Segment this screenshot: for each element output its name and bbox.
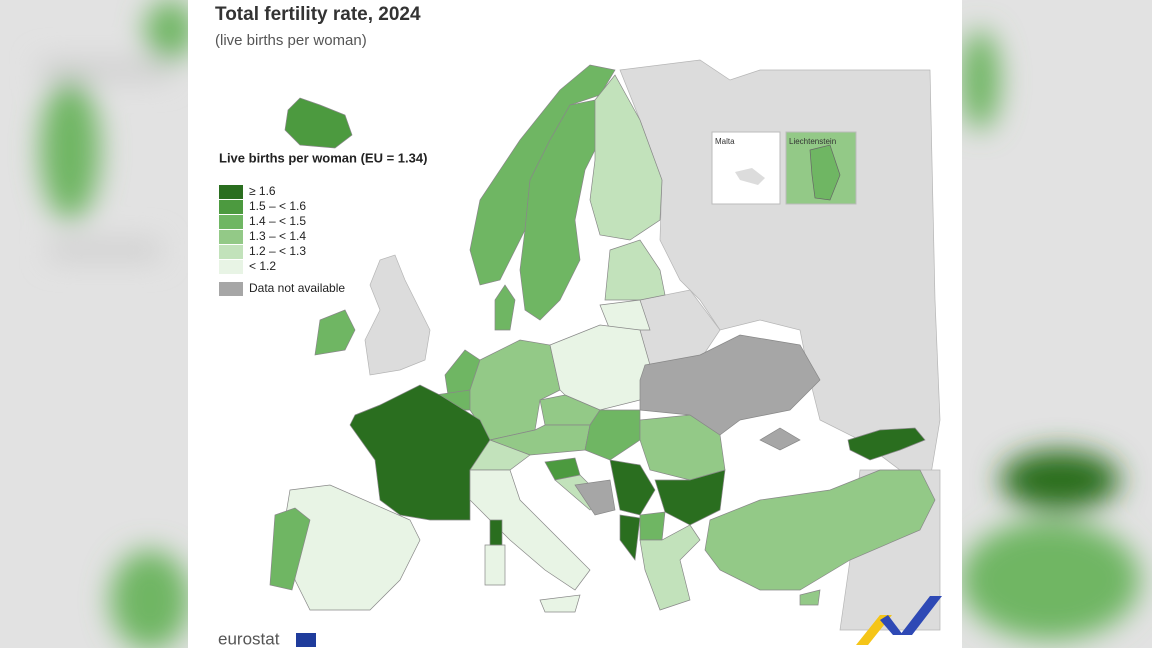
inset-liechtenstein: Liechtenstein bbox=[785, 131, 857, 205]
country bbox=[639, 524, 701, 611]
country bbox=[654, 469, 726, 526]
inset-label: Liechtenstein bbox=[789, 137, 836, 146]
legend-swatch bbox=[219, 230, 243, 244]
country bbox=[469, 469, 591, 591]
legend-swatch bbox=[219, 185, 243, 199]
country bbox=[599, 299, 651, 331]
legend-swatch bbox=[219, 215, 243, 229]
country bbox=[519, 99, 601, 321]
country bbox=[269, 507, 311, 591]
map bbox=[269, 59, 941, 631]
country bbox=[469, 64, 616, 286]
country bbox=[314, 309, 356, 356]
footer-logo: eurostat bbox=[218, 596, 942, 648]
legend-label: 1.5 – < 1.6 bbox=[249, 199, 306, 213]
country bbox=[469, 339, 561, 441]
legend-label: 1.3 – < 1.4 bbox=[249, 229, 306, 243]
country bbox=[639, 334, 821, 436]
country bbox=[284, 97, 353, 149]
legend-label: Data not available bbox=[249, 281, 345, 295]
legend-swatch bbox=[219, 245, 243, 259]
country bbox=[539, 594, 581, 613]
country bbox=[609, 459, 656, 516]
legend-label: 1.4 – < 1.5 bbox=[249, 214, 306, 228]
inset-label: Malta bbox=[715, 137, 735, 146]
legend-swatch bbox=[219, 282, 243, 296]
country bbox=[589, 74, 663, 241]
country bbox=[574, 479, 616, 516]
country bbox=[704, 469, 936, 591]
country bbox=[847, 427, 926, 461]
subtitle: (live births per woman) bbox=[215, 32, 367, 49]
legend-title: Live births per woman (EU = 1.34) bbox=[219, 150, 427, 165]
country bbox=[759, 427, 801, 451]
title: Total fertility rate, 2024 bbox=[215, 4, 421, 25]
legend-label: 1.2 – < 1.3 bbox=[249, 244, 306, 258]
country bbox=[494, 284, 516, 331]
country bbox=[799, 589, 821, 606]
blurred-backdrop bbox=[40, 0, 1140, 648]
legend-swatch bbox=[219, 260, 243, 274]
legend-label: ≥ 1.6 bbox=[249, 184, 276, 198]
logo-text: eurostat bbox=[218, 629, 280, 648]
country bbox=[484, 544, 506, 586]
country bbox=[639, 511, 666, 541]
country bbox=[489, 519, 503, 546]
country bbox=[604, 239, 666, 301]
legend-swatch bbox=[219, 200, 243, 214]
legend-label: < 1.2 bbox=[249, 259, 276, 273]
legend: ≥ 1.61.5 – < 1.61.4 – < 1.51.3 – < 1.41.… bbox=[219, 184, 345, 296]
country bbox=[619, 514, 641, 561]
inset-malta: Malta bbox=[711, 131, 781, 205]
